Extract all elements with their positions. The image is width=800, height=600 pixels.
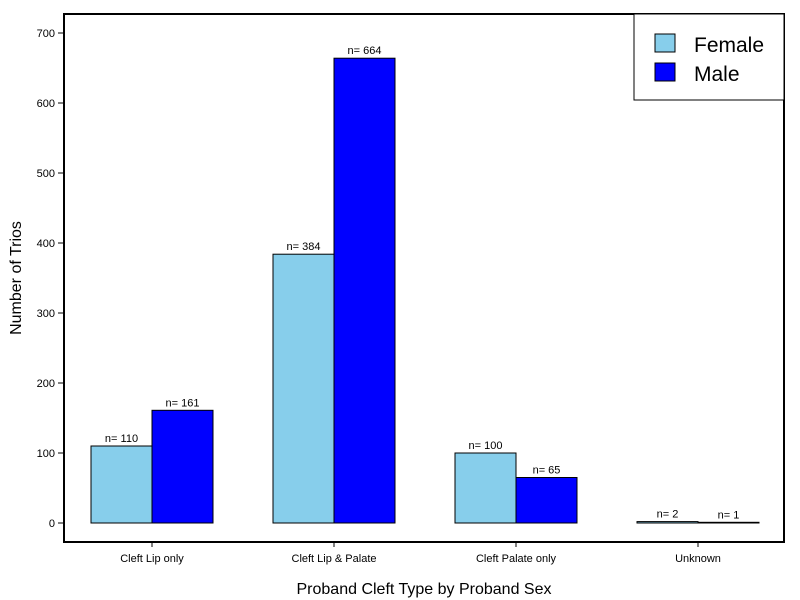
data-label-female: n= 384 xyxy=(287,241,321,253)
legend-label-male: Male xyxy=(694,63,740,86)
x-tick-label: Cleft Lip & Palate xyxy=(292,553,377,565)
bar-female xyxy=(636,521,699,524)
x-tick-label: Unknown xyxy=(675,553,721,565)
x-tick-label: Cleft Palate only xyxy=(476,553,557,565)
y-tick-label: 100 xyxy=(37,448,55,460)
plot-frame xyxy=(63,13,785,543)
y-tick-label: 400 xyxy=(37,238,55,250)
legend-label-female: Female xyxy=(694,34,764,57)
data-label-male: n= 664 xyxy=(348,45,382,57)
y-tick-label: 200 xyxy=(37,378,55,390)
data-label-male: n= 65 xyxy=(533,465,561,477)
y-tick-label: 0 xyxy=(49,518,55,530)
y-tick-label: 600 xyxy=(37,98,55,110)
legend: Female Male xyxy=(633,13,785,101)
data-label-female: n= 100 xyxy=(469,440,503,452)
data-label-male: n= 161 xyxy=(166,397,200,409)
x-tick-label: Cleft Lip only xyxy=(120,553,184,565)
data-label-male: n= 1 xyxy=(718,509,740,521)
y-tick-label: 500 xyxy=(37,168,55,180)
y-axis: 0 100 200 300 400 500 600 700 xyxy=(37,28,64,530)
x-axis-title: Proband Cleft Type by Proband Sex xyxy=(297,581,552,598)
bar-female xyxy=(454,452,517,524)
legend-swatch-female xyxy=(654,33,676,53)
data-label-female: n= 2 xyxy=(657,509,679,521)
data-labels: n= 110 n= 384 n= 100 n= 2 n= 161 n= 664 n= 65 n… xyxy=(105,45,739,521)
bar-female xyxy=(272,253,335,524)
bars xyxy=(90,57,760,524)
bar-male xyxy=(515,477,578,524)
y-tick-label: 300 xyxy=(37,308,55,320)
data-label-female: n= 110 xyxy=(105,433,138,445)
y-axis-title: Number of Trios xyxy=(8,221,25,335)
bar-male xyxy=(333,57,396,524)
legend-box xyxy=(633,13,785,101)
bar-male xyxy=(151,409,214,524)
legend-swatch-male xyxy=(654,62,676,82)
x-axis: Cleft Lip only Cleft Lip & Palate Cleft Pa… xyxy=(120,542,721,565)
bar-male xyxy=(697,521,760,524)
y-tick-label: 700 xyxy=(37,28,55,40)
bar-female xyxy=(90,445,153,524)
